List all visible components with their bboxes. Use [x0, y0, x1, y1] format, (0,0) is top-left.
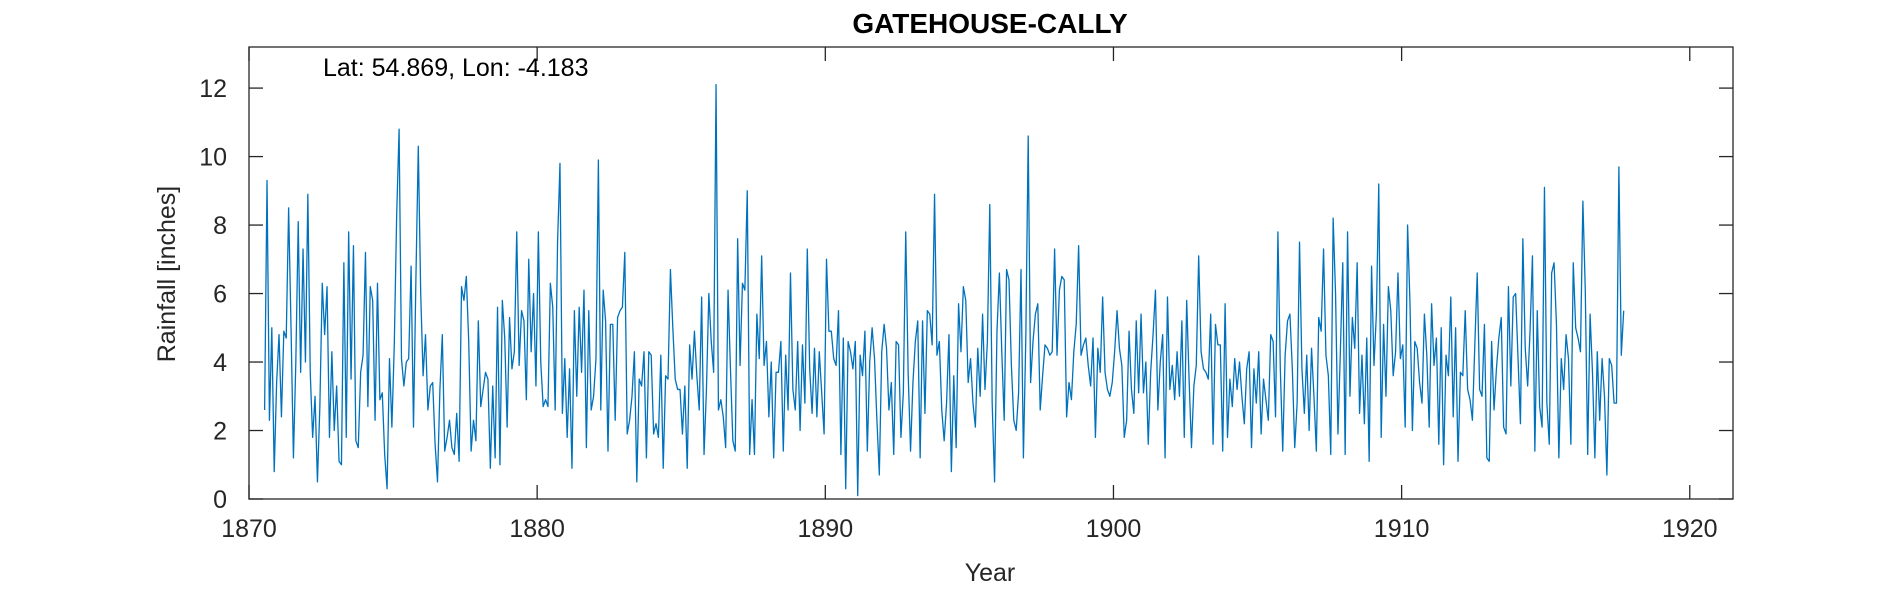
x-axis-label: Year — [965, 559, 1016, 587]
x-tick-label: 1870 — [221, 515, 277, 543]
x-axis-ticks: 1870 1880 1890 1900 1910 1920 — [221, 47, 1718, 543]
y-tick-label: 12 — [199, 75, 227, 103]
chart-title: GATEHOUSE-CALLY — [852, 8, 1128, 39]
plot-frame — [248, 46, 1734, 500]
y-tick-label: 2 — [213, 418, 227, 446]
x-tick-label: 1900 — [1086, 515, 1142, 543]
y-tick-label: 10 — [199, 144, 227, 172]
y-axis-label: Rainfall [inches] — [153, 186, 181, 362]
series-layer — [263, 84, 1625, 497]
x-tick-label: 1910 — [1374, 515, 1430, 543]
y-tick-label: 4 — [213, 349, 227, 377]
y-tick-label: 8 — [213, 212, 227, 240]
x-tick-label: 1920 — [1662, 515, 1718, 543]
series-line-0 — [263, 84, 1625, 497]
y-axis-ticks: 0 2 4 6 8 10 12 — [199, 75, 1733, 514]
plot-box — [248, 46, 1734, 500]
y-tick-label: 6 — [213, 281, 227, 309]
x-tick-label: 1880 — [509, 515, 565, 543]
location-annotation: Lat: 54.869, Lon: -4.183 — [323, 54, 589, 82]
y-tick-label: 0 — [213, 486, 227, 514]
x-tick-label: 1890 — [797, 515, 853, 543]
